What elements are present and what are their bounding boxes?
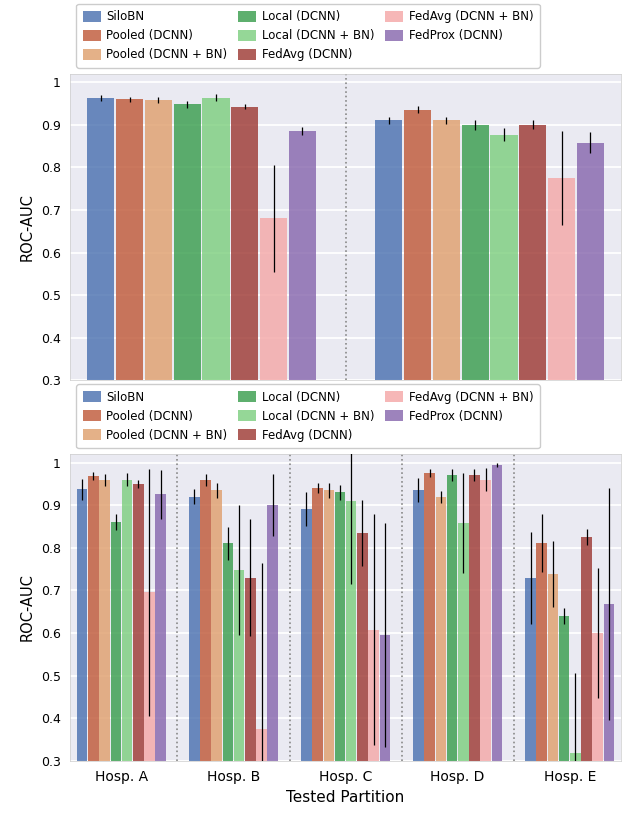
Bar (260, 218, 287, 380)
Bar (312, 488, 323, 761)
Bar (577, 142, 604, 380)
Bar (335, 492, 345, 761)
Bar (234, 570, 244, 761)
Bar (189, 497, 200, 761)
Y-axis label: ROC-AUC: ROC-AUC (20, 193, 35, 261)
Bar (519, 124, 547, 380)
Bar (490, 134, 518, 380)
Bar (116, 99, 143, 380)
Bar (447, 475, 458, 761)
Bar (88, 476, 99, 761)
Bar (133, 483, 143, 761)
Bar (99, 479, 110, 761)
Bar (231, 107, 259, 380)
Bar (548, 178, 575, 380)
Bar (256, 729, 267, 761)
Bar (156, 494, 166, 761)
Bar (200, 480, 211, 761)
Bar (357, 533, 367, 761)
Bar (581, 537, 592, 761)
Bar (525, 578, 536, 761)
Bar (492, 465, 502, 761)
Bar (111, 522, 121, 761)
Bar (324, 490, 334, 761)
Bar (211, 490, 222, 761)
Bar (404, 110, 431, 380)
Bar (570, 753, 580, 761)
Y-axis label: ROC-AUC: ROC-AUC (20, 573, 35, 641)
Bar (536, 543, 547, 761)
Bar (413, 490, 424, 761)
Legend: SiloBN, Pooled (DCNN), Pooled (DCNN + BN), Local (DCNN), Local (DCNN + BN), FedA: SiloBN, Pooled (DCNN), Pooled (DCNN + BN… (76, 4, 540, 68)
Bar (458, 523, 468, 761)
Bar (593, 633, 603, 761)
Bar (77, 489, 88, 761)
Bar (145, 100, 172, 380)
Bar (245, 578, 255, 761)
Bar (301, 510, 312, 761)
Bar (223, 543, 233, 761)
Legend: SiloBN, Pooled (DCNN), Pooled (DCNN + BN), Local (DCNN), Local (DCNN + BN), FedA: SiloBN, Pooled (DCNN), Pooled (DCNN + BN… (76, 384, 540, 448)
Bar (604, 604, 614, 761)
Bar (268, 505, 278, 761)
Bar (469, 475, 480, 761)
Bar (375, 120, 403, 380)
X-axis label: Tested Partition: Tested Partition (287, 790, 404, 805)
Bar (380, 635, 390, 761)
Bar (87, 98, 115, 380)
Bar (289, 131, 316, 380)
Bar (433, 120, 460, 380)
Bar (202, 98, 230, 380)
Bar (481, 479, 491, 761)
Bar (424, 473, 435, 761)
Bar (461, 124, 489, 380)
Bar (144, 592, 155, 761)
Bar (369, 630, 379, 761)
Bar (346, 501, 356, 761)
Bar (559, 616, 570, 761)
Bar (173, 105, 201, 380)
Bar (122, 479, 132, 761)
Bar (548, 574, 558, 761)
Bar (436, 497, 446, 761)
X-axis label: Tested Partition: Tested Partition (287, 410, 404, 425)
